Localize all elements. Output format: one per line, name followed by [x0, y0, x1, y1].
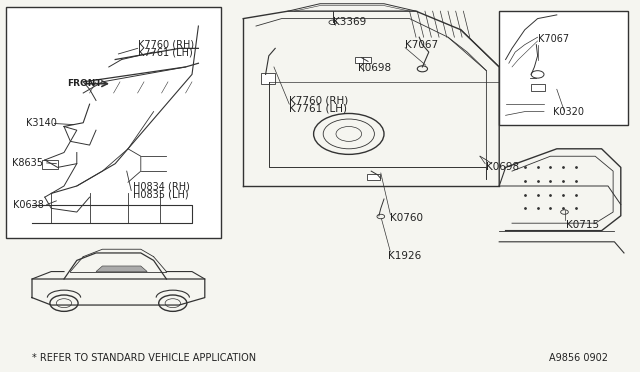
Text: A9856 0902: A9856 0902 — [549, 353, 608, 363]
Bar — [531, 84, 545, 91]
Text: K1926: K1926 — [388, 251, 422, 260]
Text: K0760: K0760 — [390, 213, 424, 222]
Text: K0320: K0320 — [553, 107, 584, 116]
Text: K7760 (RH): K7760 (RH) — [138, 40, 194, 49]
Text: K0638: K0638 — [13, 201, 44, 210]
Text: * REFER TO STANDARD VEHICLE APPLICATION: * REFER TO STANDARD VEHICLE APPLICATION — [32, 353, 256, 363]
Text: K7761 (LH): K7761 (LH) — [289, 104, 348, 113]
Bar — [367, 174, 380, 180]
Bar — [355, 57, 371, 63]
Text: K3369: K3369 — [333, 17, 366, 27]
Text: K7760 (RH): K7760 (RH) — [289, 96, 349, 105]
Text: K3140: K3140 — [26, 118, 56, 128]
Text: K8635: K8635 — [12, 158, 42, 168]
Bar — [6, 7, 221, 238]
Bar — [499, 11, 628, 125]
Text: H0835 (LH): H0835 (LH) — [133, 190, 189, 200]
Text: K0698: K0698 — [358, 63, 392, 73]
Bar — [42, 160, 58, 169]
Text: K0715: K0715 — [566, 220, 600, 230]
Text: K7067: K7067 — [538, 35, 569, 44]
Text: H0834 (RH): H0834 (RH) — [133, 182, 190, 192]
Text: K0698: K0698 — [486, 162, 520, 171]
Text: FRONT: FRONT — [67, 79, 102, 88]
Text: K7761 (LH): K7761 (LH) — [138, 48, 193, 58]
Polygon shape — [96, 266, 147, 272]
Text: K7067: K7067 — [405, 40, 438, 49]
Bar — [261, 73, 275, 84]
